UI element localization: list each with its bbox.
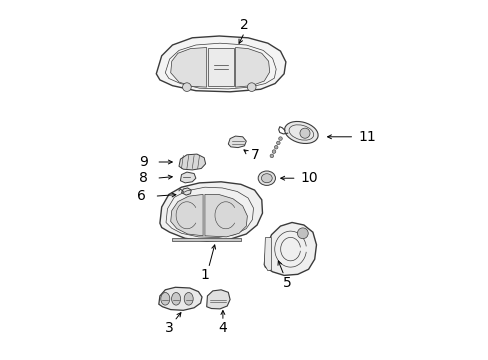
Circle shape <box>276 141 280 145</box>
Polygon shape <box>170 48 206 87</box>
Polygon shape <box>228 136 246 148</box>
Circle shape <box>278 137 282 140</box>
Circle shape <box>247 83 256 91</box>
Ellipse shape <box>258 171 275 185</box>
Polygon shape <box>180 172 196 183</box>
Ellipse shape <box>261 174 272 183</box>
Circle shape <box>299 128 309 138</box>
Polygon shape <box>206 290 230 309</box>
Polygon shape <box>235 48 269 87</box>
Text: 6: 6 <box>137 189 146 203</box>
Text: 3: 3 <box>164 321 173 334</box>
Ellipse shape <box>184 292 193 305</box>
Polygon shape <box>179 154 205 170</box>
Polygon shape <box>204 194 247 237</box>
Text: 8: 8 <box>139 171 148 185</box>
Polygon shape <box>170 194 203 236</box>
Polygon shape <box>264 238 271 271</box>
Text: 10: 10 <box>300 171 318 185</box>
Circle shape <box>297 228 307 239</box>
Polygon shape <box>207 48 234 86</box>
Circle shape <box>269 154 273 158</box>
Polygon shape <box>181 188 191 195</box>
Polygon shape <box>264 222 316 275</box>
Polygon shape <box>160 182 262 241</box>
Polygon shape <box>171 238 241 241</box>
Text: 11: 11 <box>357 130 375 144</box>
Polygon shape <box>156 36 285 92</box>
Text: 4: 4 <box>218 321 227 334</box>
Text: 1: 1 <box>200 269 209 282</box>
Polygon shape <box>159 287 202 310</box>
Text: 2: 2 <box>240 18 248 32</box>
Ellipse shape <box>161 292 169 305</box>
Circle shape <box>274 145 277 149</box>
Ellipse shape <box>171 292 180 305</box>
Text: 9: 9 <box>139 155 148 169</box>
Ellipse shape <box>284 121 318 144</box>
Text: 7: 7 <box>250 148 259 162</box>
Circle shape <box>182 83 191 91</box>
Text: 5: 5 <box>283 276 291 289</box>
Circle shape <box>272 150 275 153</box>
